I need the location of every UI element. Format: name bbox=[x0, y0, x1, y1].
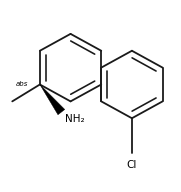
Text: Cl: Cl bbox=[127, 160, 137, 170]
Text: abs: abs bbox=[15, 81, 28, 87]
Text: NH₂: NH₂ bbox=[65, 114, 85, 124]
Polygon shape bbox=[40, 84, 65, 115]
